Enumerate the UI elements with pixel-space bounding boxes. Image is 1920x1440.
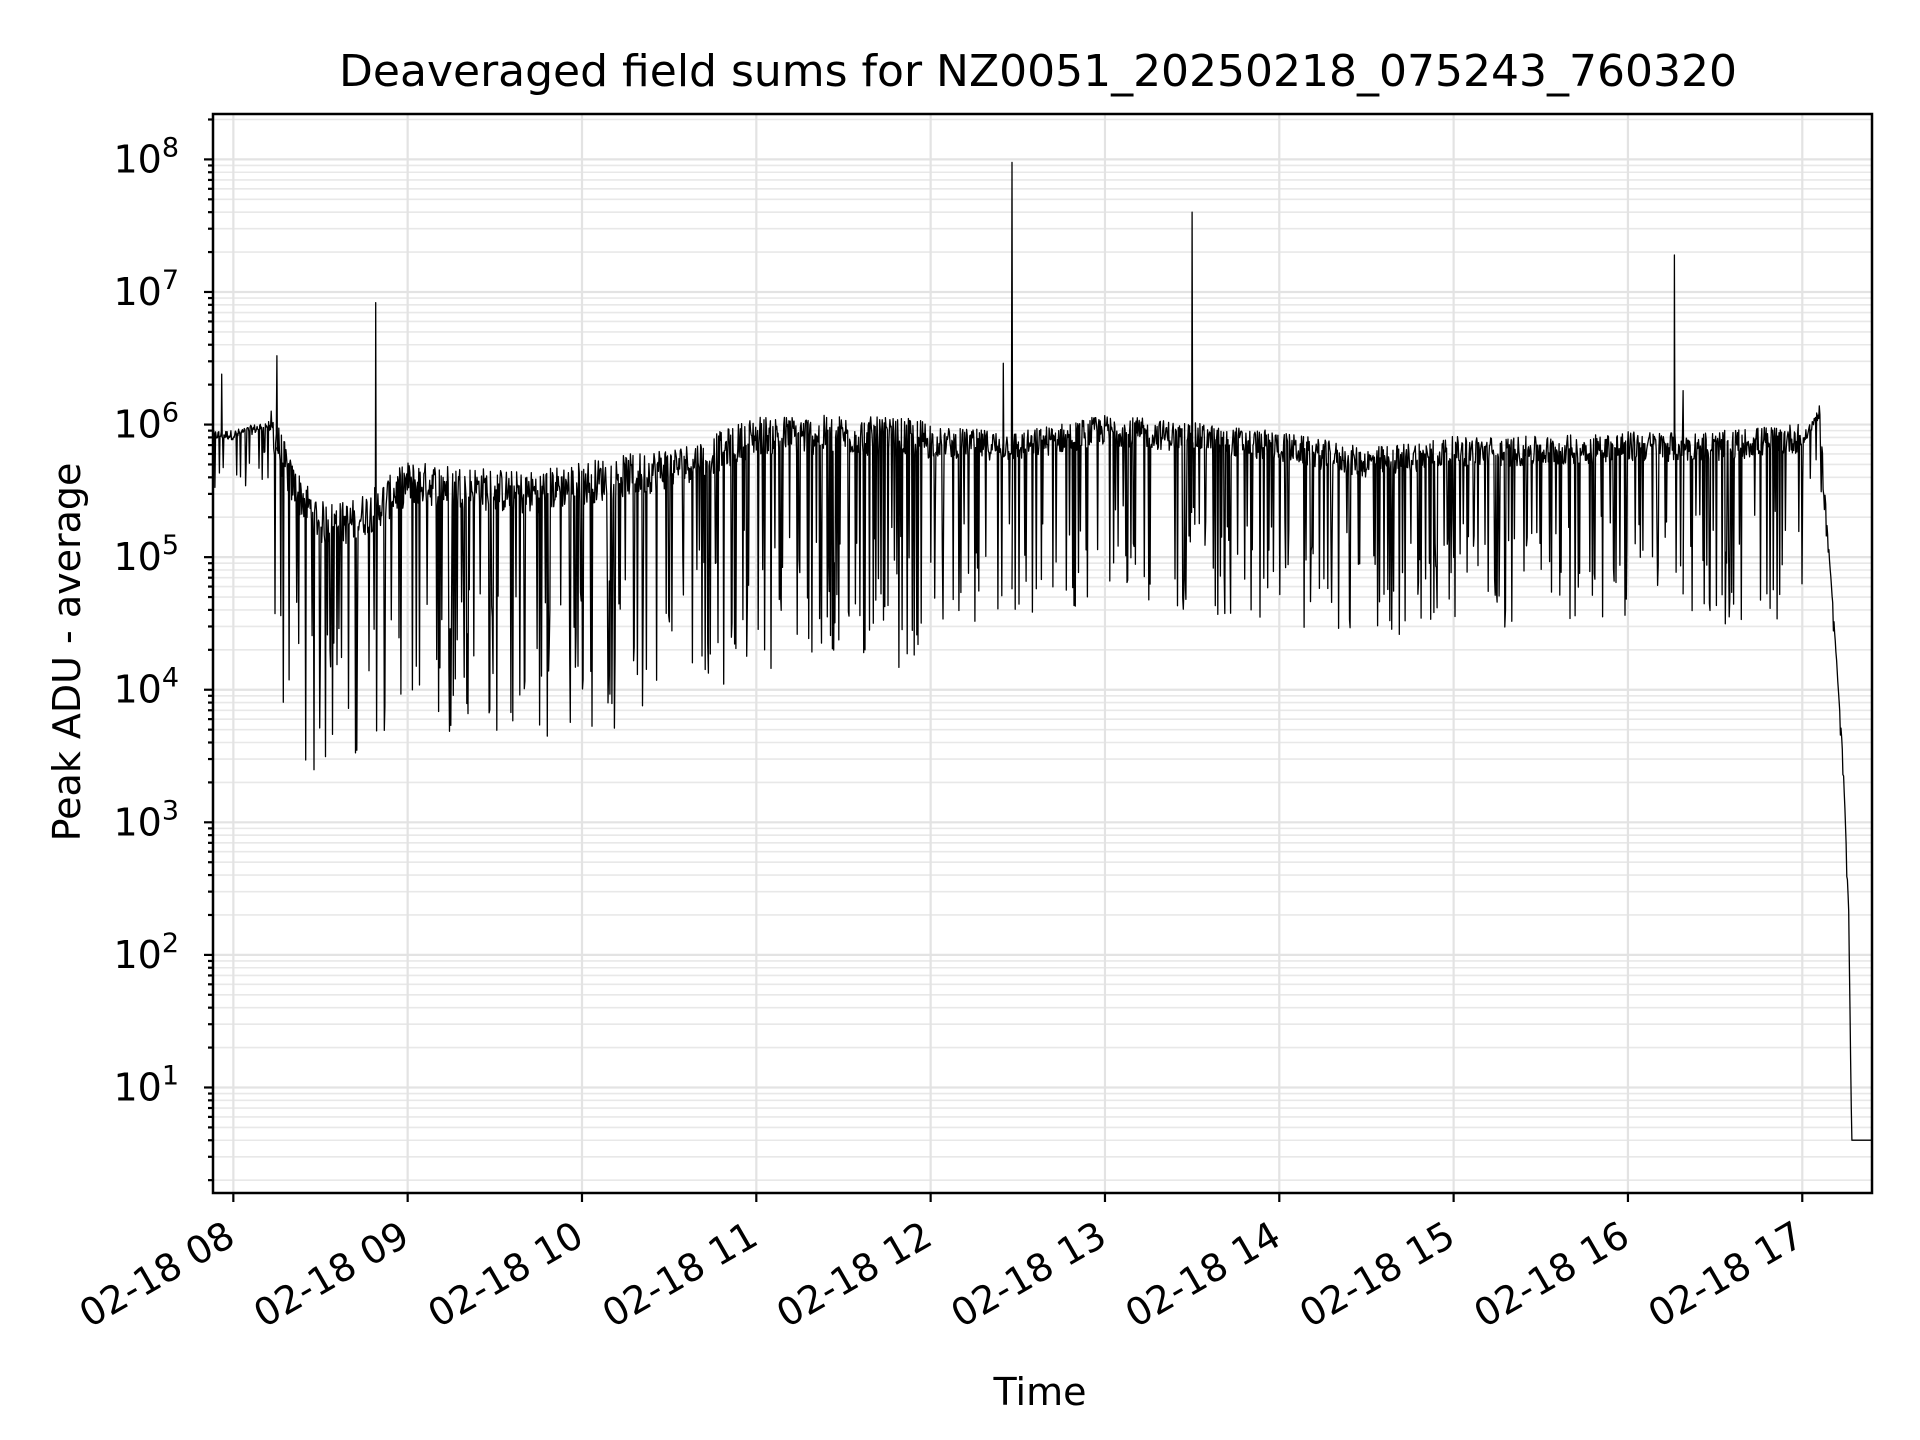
series-layer — [212, 161, 1872, 1141]
y-tick-label: 108 — [113, 132, 179, 181]
series-line — [212, 161, 1872, 1141]
y-tick-label: 104 — [113, 663, 179, 712]
x-axis-label: Time — [993, 1370, 1087, 1414]
y-tick-label: 102 — [113, 928, 179, 977]
y-tick-label: 106 — [113, 398, 179, 447]
y-tick-label: 105 — [113, 530, 179, 579]
y-axis-label: Peak ADU - average — [45, 463, 89, 842]
chart-title: Deaveraged field sums for NZ0051_2025021… — [339, 46, 1737, 97]
plot-frame — [211, 112, 1874, 1195]
y-tick-label: 107 — [113, 265, 179, 314]
y-tick-label: 101 — [113, 1060, 179, 1109]
y-tick-label: 103 — [113, 795, 179, 844]
